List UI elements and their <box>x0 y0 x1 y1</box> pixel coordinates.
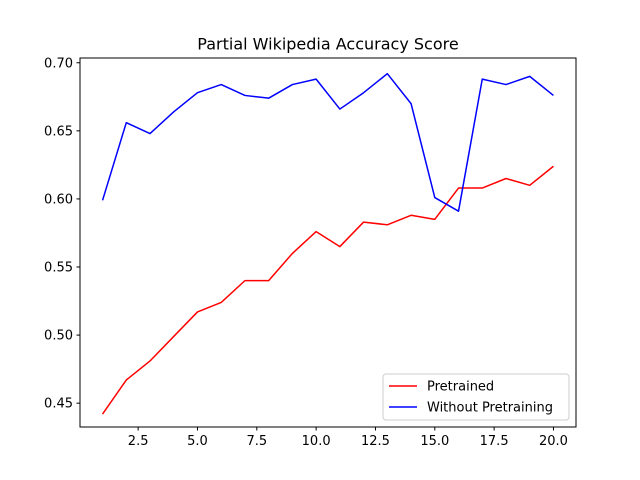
x-axis: 2.5 5.0 7.5 10.0 12.5 15.0 17.5 20.0 <box>128 427 568 449</box>
series-line-pretrained <box>101 165 554 415</box>
x-tick-label: 7.5 <box>246 434 267 449</box>
x-tick-label: 5.0 <box>187 434 208 449</box>
y-tick-label: 0.60 <box>44 192 73 207</box>
legend-label-pretrained: Pretrained <box>427 380 494 395</box>
axes-frame <box>79 57 577 428</box>
plot-area <box>101 72 554 415</box>
y-tick-label: 0.45 <box>44 397 73 412</box>
y-tick-label: 0.65 <box>44 124 73 139</box>
legend-box <box>382 373 570 421</box>
x-tick-label: 17.5 <box>480 434 509 449</box>
chart-title: Partial Wikipedia Accuracy Score <box>197 35 458 54</box>
x-tick-label: 15.0 <box>420 434 449 449</box>
x-tick-label: 10.0 <box>302 434 331 449</box>
legend-label-without-pretraining: Without Pretraining <box>427 401 553 416</box>
x-tick-label: 20.0 <box>539 434 568 449</box>
y-tick-label: 0.70 <box>44 56 73 71</box>
y-axis: 0.45 0.50 0.55 0.60 0.65 0.70 <box>44 56 80 412</box>
y-tick-label: 0.55 <box>44 261 73 276</box>
y-tick-label: 0.50 <box>44 329 73 344</box>
legend: Pretrained Without Pretraining <box>382 373 570 421</box>
x-tick-label: 12.5 <box>361 434 390 449</box>
x-tick-label: 2.5 <box>128 434 149 449</box>
series-line-without-pretraining <box>101 72 554 212</box>
